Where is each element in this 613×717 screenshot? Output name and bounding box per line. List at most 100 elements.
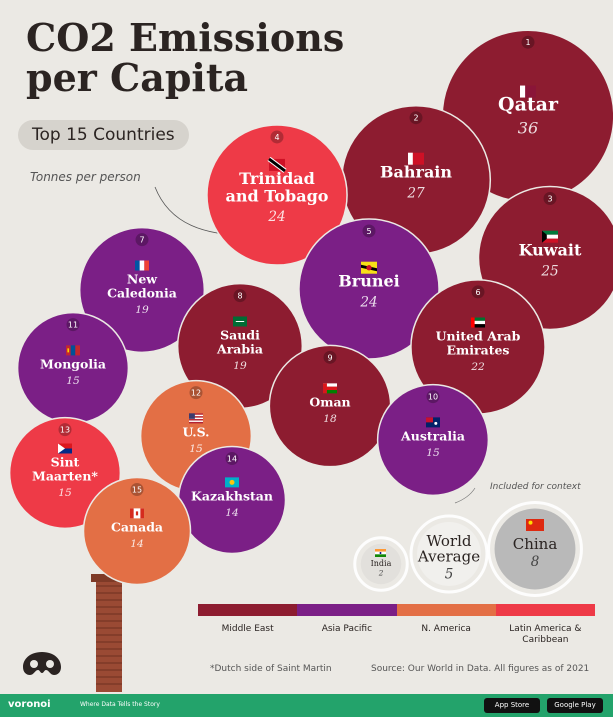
source-note: Source: Our World in Data. All figures a… xyxy=(371,664,590,674)
legend-swatch-asia-pacific xyxy=(297,604,397,616)
ae-flag-icon xyxy=(471,317,485,328)
rank-number: 4 xyxy=(274,133,279,142)
subtitle: Top 15 Countries xyxy=(18,120,189,150)
rank-badge xyxy=(323,350,337,364)
rank-number: 8 xyxy=(237,292,242,301)
legend-item-asia-pacific: Asia Pacific xyxy=(297,604,397,646)
title-line-2: per Capita xyxy=(26,55,249,100)
country-label: Qatar xyxy=(498,94,559,116)
value-label: 24 xyxy=(359,294,377,310)
qa-flag-icon xyxy=(520,85,536,98)
legend-swatch-north-america xyxy=(396,604,496,616)
context-value: 5 xyxy=(445,566,454,582)
chimney-illustration xyxy=(91,574,127,692)
context-note-pointer xyxy=(454,487,476,504)
value-label: 15 xyxy=(58,486,72,499)
country-label: Arabia xyxy=(216,341,263,356)
rank-badge xyxy=(362,224,376,238)
country-label: Maarten* xyxy=(32,468,98,483)
unit-note: Tonnes per person xyxy=(30,170,141,184)
country-label: Oman xyxy=(309,394,350,409)
brand-name: voronoi xyxy=(8,699,51,710)
bubble-circle xyxy=(376,383,490,497)
bubble-brunei: 5 Brunei 24 xyxy=(298,218,440,360)
rank-number: 11 xyxy=(68,321,78,330)
voronoi-logo-icon xyxy=(23,652,61,675)
legend-item-middle-east: Middle East xyxy=(198,604,298,646)
value-label: 14 xyxy=(225,506,239,519)
mn-flag-icon xyxy=(66,345,80,356)
country-label: Mongolia xyxy=(40,356,106,371)
context-note: Included for context xyxy=(490,482,581,492)
tt-flag-icon xyxy=(267,156,287,173)
legend-swatch-middle-east xyxy=(198,604,298,616)
country-label: United Arab xyxy=(436,329,521,344)
rank-badge xyxy=(409,111,423,125)
kw-flag-icon xyxy=(542,230,558,243)
country-label: Kuwait xyxy=(519,241,582,260)
country-label: Brunei xyxy=(338,272,399,291)
legend-swatch-latin-america xyxy=(495,604,595,616)
context-circle xyxy=(360,543,402,585)
value-label: 24 xyxy=(267,209,285,225)
legend: Middle East Asia Pacific N. America Lati… xyxy=(198,604,595,646)
footer-bar: voronoi Where Data Tells the Story App S… xyxy=(0,694,613,717)
om-flag-icon xyxy=(323,383,337,394)
country-label: Trinidad xyxy=(239,169,315,188)
bubble-oman: 9 Oman 18 xyxy=(268,344,392,468)
country-label: Australia xyxy=(400,428,465,443)
context-label: Average xyxy=(417,548,480,566)
rank-badge xyxy=(225,451,239,465)
rank-badge xyxy=(58,423,72,437)
value-label: 18 xyxy=(323,412,337,425)
rank-badge xyxy=(130,482,144,496)
ca-flag-icon xyxy=(130,508,144,519)
rank-number: 3 xyxy=(547,195,552,204)
rank-number: 5 xyxy=(366,227,371,236)
brand-tagline: Where Data Tells the Story xyxy=(80,701,160,708)
bh-flag-icon xyxy=(408,152,424,165)
rank-badge xyxy=(135,233,149,247)
bubble-australia: 10 Australia 15 xyxy=(376,383,490,497)
legend-label-middle-east: Middle East xyxy=(221,624,274,634)
context-label: World xyxy=(427,532,472,550)
context-circle xyxy=(494,508,576,590)
context-circle xyxy=(417,522,481,586)
title-line-1: CO2 Emissions xyxy=(26,15,345,60)
bubble-kazakhstan: 14 Kazakhstan 14 xyxy=(177,445,287,555)
context-label: India xyxy=(371,559,392,568)
bn-flag-icon xyxy=(361,261,377,274)
context-label: China xyxy=(513,535,558,553)
google-play-button[interactable]: Google Play xyxy=(547,698,603,713)
legend-item-north-america: N. America xyxy=(396,604,496,646)
country-label: Caledonia xyxy=(107,285,177,300)
legend-label-latin-america: Latin America & Caribbean xyxy=(509,624,582,645)
country-label: Kazakhstan xyxy=(191,488,273,503)
country-label: Sint xyxy=(51,455,80,470)
app-store-button[interactable]: App Store xyxy=(484,698,540,713)
rank-badge xyxy=(66,318,80,332)
sa-flag-icon xyxy=(233,316,247,327)
chart-title: CO2 Emissions per Capita xyxy=(26,18,406,98)
legend-label-north-america: N. America xyxy=(421,624,471,634)
rank-number: 10 xyxy=(428,393,438,402)
value-label: 27 xyxy=(406,185,425,201)
legend-label-asia-pacific: Asia Pacific xyxy=(321,624,373,634)
rank-number: 12 xyxy=(191,389,201,398)
bubble-mongolia: 11 Mongolia 15 xyxy=(16,311,130,425)
rank-number: 2 xyxy=(413,114,418,123)
country-label: Emirates xyxy=(447,342,510,357)
rank-number: 9 xyxy=(327,353,332,362)
value-label: 15 xyxy=(189,442,203,455)
value-label: 19 xyxy=(233,359,247,372)
sx-flag-icon xyxy=(58,443,72,454)
country-label: U.S. xyxy=(182,424,209,439)
fr-flag-icon xyxy=(135,260,149,271)
